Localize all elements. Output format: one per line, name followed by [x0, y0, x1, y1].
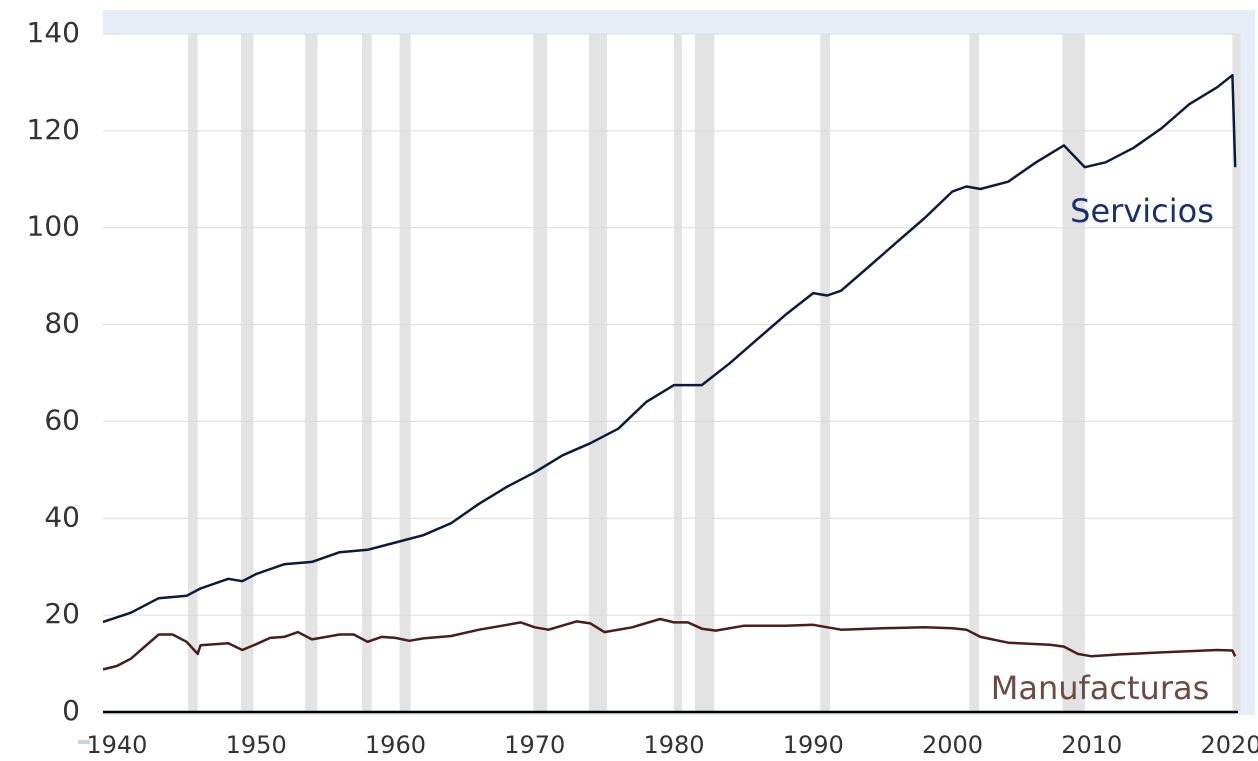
legend-dash	[78, 740, 90, 744]
recession-band	[589, 34, 608, 712]
y-tick-label: 40	[44, 500, 80, 533]
plot-area	[103, 34, 1238, 712]
x-tick-label: 1990	[783, 731, 844, 759]
x-tick-label: 1970	[504, 731, 565, 759]
recession-band	[673, 34, 682, 712]
x-tick-label: 2020	[1200, 731, 1258, 759]
y-tick-label: 0	[62, 694, 80, 727]
y-tick-label: 80	[44, 307, 80, 340]
recession-band	[304, 34, 318, 712]
recession-band	[694, 34, 715, 712]
series-label: Servicios	[1070, 192, 1214, 230]
recession-band	[240, 34, 254, 712]
x-tick-label: 1940	[86, 731, 147, 759]
series-label: Manufacturas	[991, 669, 1210, 707]
recession-band	[399, 34, 411, 712]
y-tick-label: 60	[44, 403, 80, 436]
recession-band	[362, 34, 372, 712]
y-tick-label: 140	[27, 16, 80, 49]
recession-band	[1232, 34, 1241, 712]
y-tick-label: 100	[27, 210, 80, 243]
series-line	[102, 617, 1237, 671]
x-tick-label: 2000	[922, 731, 983, 759]
recession-band	[1062, 34, 1085, 712]
recession-band	[533, 34, 548, 712]
series-line	[102, 73, 1237, 624]
x-tick-label: 1950	[226, 731, 287, 759]
x-tick-label: 2010	[1061, 731, 1122, 759]
x-tick-label: 1960	[365, 731, 426, 759]
x-tick-label: 1980	[643, 731, 704, 759]
y-tick-label: 20	[44, 597, 80, 630]
recession-band	[187, 34, 198, 712]
y-tick-label: 120	[27, 113, 80, 146]
recession-band	[969, 34, 979, 712]
recession-band	[820, 34, 830, 712]
